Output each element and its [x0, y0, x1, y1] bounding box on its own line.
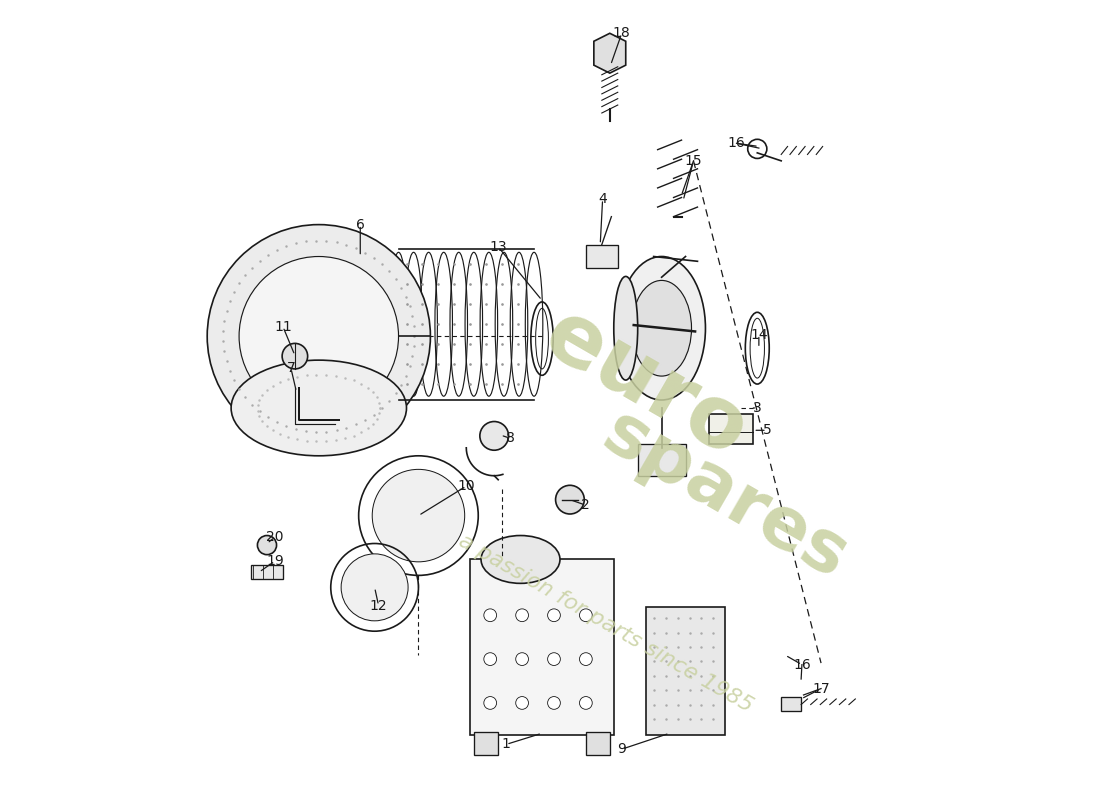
Text: 6: 6 — [355, 218, 365, 232]
Circle shape — [257, 535, 276, 554]
Circle shape — [484, 653, 496, 666]
Text: 15: 15 — [684, 154, 702, 168]
Ellipse shape — [231, 360, 407, 456]
FancyBboxPatch shape — [646, 607, 725, 735]
Ellipse shape — [481, 535, 560, 583]
Text: 10: 10 — [458, 479, 475, 493]
FancyBboxPatch shape — [638, 444, 685, 476]
FancyBboxPatch shape — [251, 565, 283, 579]
Text: 12: 12 — [370, 598, 387, 613]
Circle shape — [548, 697, 560, 710]
FancyBboxPatch shape — [781, 697, 801, 711]
Text: 19: 19 — [266, 554, 284, 568]
Text: 2: 2 — [582, 498, 591, 512]
Text: 18: 18 — [613, 26, 630, 40]
Text: 7: 7 — [286, 361, 295, 375]
Text: euro: euro — [529, 293, 762, 475]
Circle shape — [748, 139, 767, 158]
Circle shape — [484, 697, 496, 710]
Text: 4: 4 — [598, 192, 607, 206]
FancyBboxPatch shape — [586, 733, 609, 754]
FancyBboxPatch shape — [586, 245, 618, 269]
Circle shape — [372, 470, 464, 562]
FancyBboxPatch shape — [710, 414, 754, 444]
Circle shape — [484, 609, 496, 622]
FancyBboxPatch shape — [474, 733, 498, 754]
FancyBboxPatch shape — [471, 559, 614, 735]
Text: 3: 3 — [752, 401, 761, 415]
Ellipse shape — [614, 277, 638, 380]
Text: 9: 9 — [617, 742, 626, 756]
Polygon shape — [594, 34, 626, 73]
Text: 14: 14 — [750, 328, 768, 342]
Text: 5: 5 — [762, 423, 771, 438]
Circle shape — [239, 257, 398, 416]
Ellipse shape — [618, 257, 705, 400]
Text: 16: 16 — [793, 658, 811, 672]
Text: spares: spares — [591, 398, 860, 594]
Circle shape — [341, 554, 408, 621]
Circle shape — [548, 653, 560, 666]
Circle shape — [207, 225, 430, 448]
Text: 20: 20 — [266, 530, 284, 544]
Circle shape — [556, 486, 584, 514]
Ellipse shape — [631, 281, 692, 376]
Circle shape — [580, 697, 592, 710]
Circle shape — [548, 609, 560, 622]
Circle shape — [516, 653, 528, 666]
Text: 11: 11 — [274, 320, 292, 334]
Circle shape — [580, 609, 592, 622]
Circle shape — [516, 697, 528, 710]
Text: 13: 13 — [490, 240, 507, 254]
Text: 17: 17 — [812, 682, 829, 695]
Circle shape — [580, 653, 592, 666]
Text: a passion for parts since 1985: a passion for parts since 1985 — [455, 530, 757, 716]
Circle shape — [480, 422, 508, 450]
Text: 8: 8 — [506, 431, 515, 446]
Circle shape — [282, 343, 308, 369]
Text: 16: 16 — [728, 136, 746, 150]
Circle shape — [516, 609, 528, 622]
Text: 1: 1 — [502, 738, 510, 751]
